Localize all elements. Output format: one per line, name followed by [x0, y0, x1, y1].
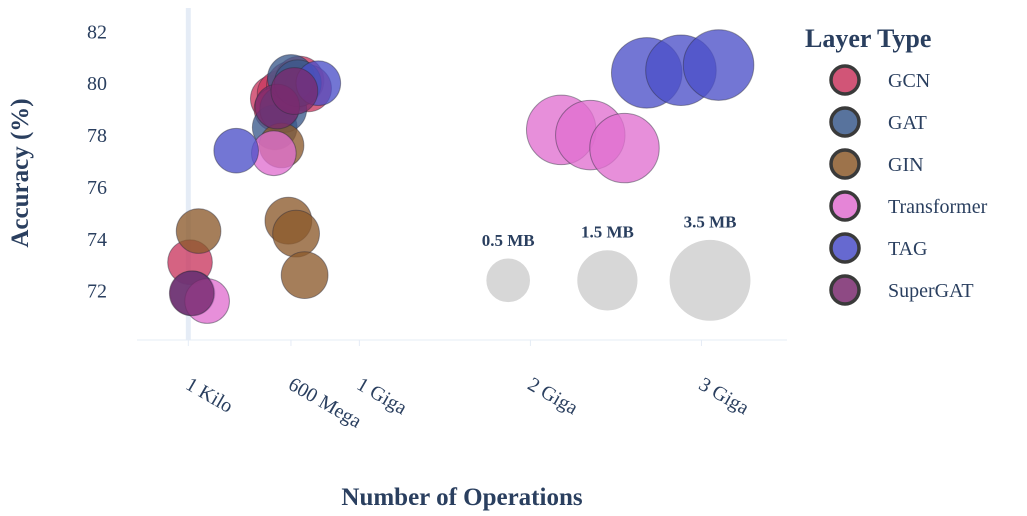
x-tick-label: 3 Giga: [695, 373, 753, 419]
legend-label: SuperGAT: [888, 280, 974, 302]
legend-title: Layer Type: [805, 24, 931, 53]
data-point-supergat: [270, 67, 319, 115]
legend-label: Transformer: [888, 196, 988, 218]
y-tick-label: 72: [87, 281, 107, 303]
y-tick-label: 74: [87, 229, 107, 251]
x-tick-label: 600 Mega: [284, 373, 365, 432]
size-legend-label: 1.5 MB: [581, 223, 634, 242]
size-legend-label: 0.5 MB: [482, 231, 535, 250]
data-point-transformer: [589, 112, 660, 184]
y-tick-label: 78: [87, 125, 107, 147]
size-legend-label: 3.5 MB: [684, 212, 737, 231]
y-tick-label: 76: [87, 177, 107, 199]
y-axis-title: Accuracy (%): [7, 98, 34, 247]
data-point-gin: [272, 209, 320, 258]
x-axis-title: Number of Operations: [341, 484, 582, 511]
legend-label: GCN: [888, 70, 930, 92]
y-tick-label: 82: [87, 21, 107, 43]
y-tick-label: 80: [87, 73, 107, 95]
legend-marker: [829, 64, 861, 96]
legend-marker: [829, 274, 861, 306]
data-point-gin: [280, 251, 329, 300]
data-point-tag: [682, 29, 755, 101]
data-point-tag: [213, 127, 260, 174]
y-axis-ticks: 72 74 76 78 80 82: [87, 21, 107, 302]
data-point-supergat: [168, 270, 215, 317]
x-tick-label: 2 Giga: [524, 373, 582, 419]
legend: Layer Type GCN GAT GIN Transformer TAG SuperG…: [805, 24, 988, 306]
legend-marker: [829, 232, 861, 264]
legend-label: GAT: [888, 112, 927, 134]
size-legend-bubble: [668, 238, 752, 322]
legend-marker: [829, 106, 861, 138]
legend-marker: [829, 148, 861, 180]
plot-area: 0.5 MB 1.5 MB 3.5 MB: [137, 8, 787, 341]
size-legend-bubble: [485, 257, 531, 304]
legend-label: TAG: [888, 238, 928, 260]
x-tick-label: 1 Kilo: [182, 373, 237, 417]
size-legend-bubble: [576, 249, 639, 312]
data-point-gin: [175, 208, 222, 254]
legend-label: GIN: [888, 154, 924, 176]
legend-marker: [829, 190, 861, 222]
